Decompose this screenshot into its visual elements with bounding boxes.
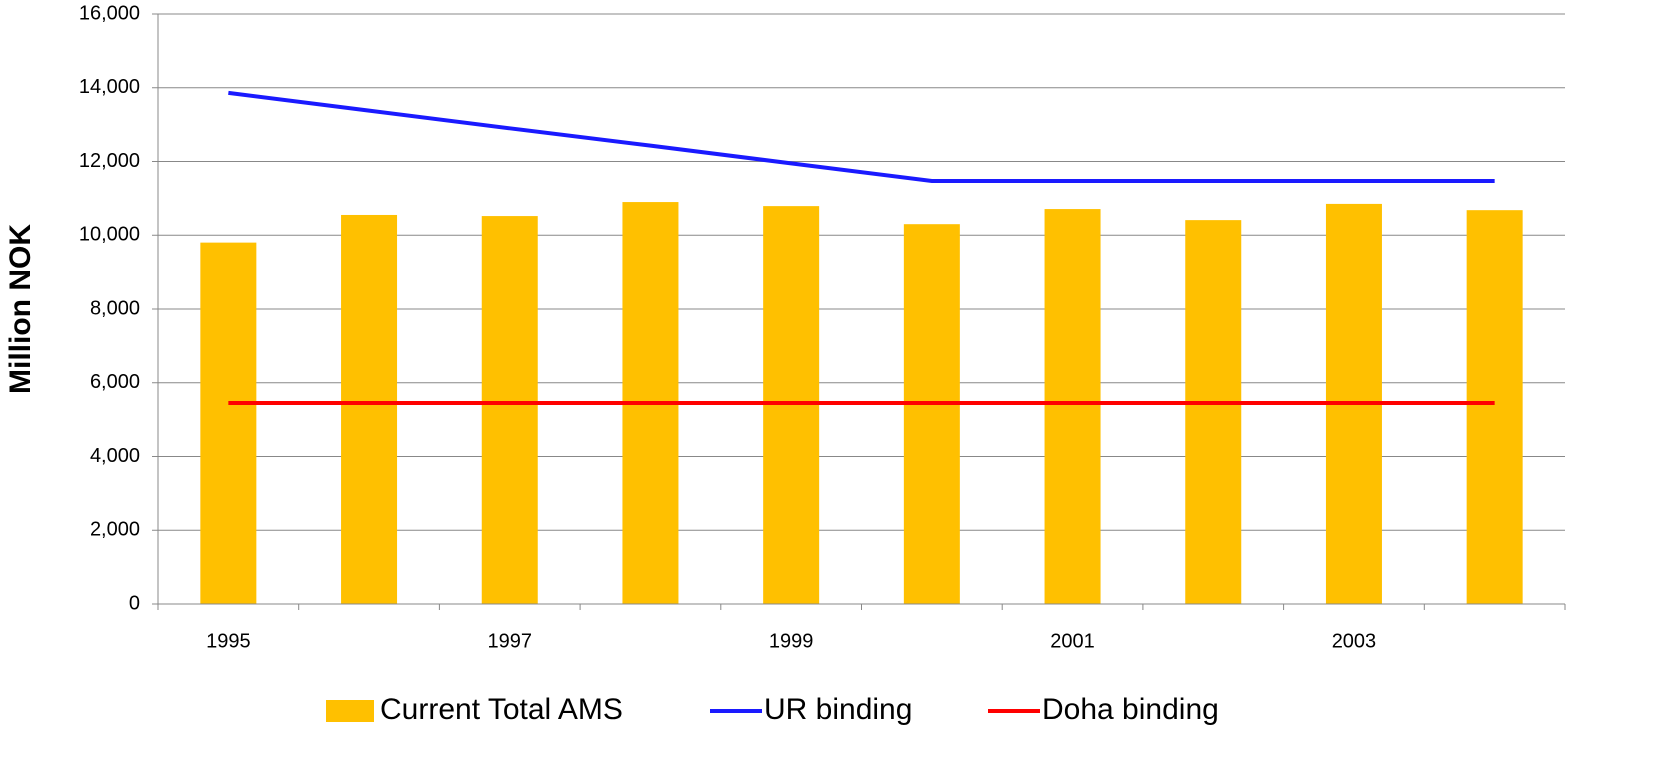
x-tick-label: 1999 [769, 630, 814, 652]
y-tick-label: 10,000 [79, 224, 140, 246]
y-tick-label: 14,000 [79, 76, 140, 98]
legend-swatch [326, 700, 374, 722]
y-tick-label: 0 [129, 592, 140, 614]
y-tick-label: 8,000 [90, 297, 140, 319]
x-tick-label: 1997 [488, 630, 533, 652]
y-tick-label: 16,000 [79, 2, 140, 24]
x-tick-label: 2003 [1332, 630, 1377, 652]
y-tick-label: 4,000 [90, 445, 140, 467]
y-tick-label: 2,000 [90, 519, 140, 541]
legend-label: UR binding [764, 693, 912, 726]
legend-label: Doha binding [1042, 693, 1219, 726]
bar [763, 206, 820, 604]
legend-label: Current Total AMS [380, 693, 623, 726]
x-tick-label: 1995 [206, 630, 251, 652]
y-axis-label: Million NOK [4, 224, 37, 394]
bar [1044, 209, 1101, 604]
bar [200, 242, 257, 604]
y-tick-label: 6,000 [90, 371, 140, 393]
x-tick-label: 2001 [1050, 630, 1095, 652]
bar [1466, 210, 1523, 605]
bar [341, 214, 398, 604]
bar [1185, 220, 1242, 604]
line [228, 90, 1495, 184]
bar [481, 216, 538, 604]
bar [903, 224, 960, 604]
y-tick-label: 12,000 [79, 150, 140, 172]
